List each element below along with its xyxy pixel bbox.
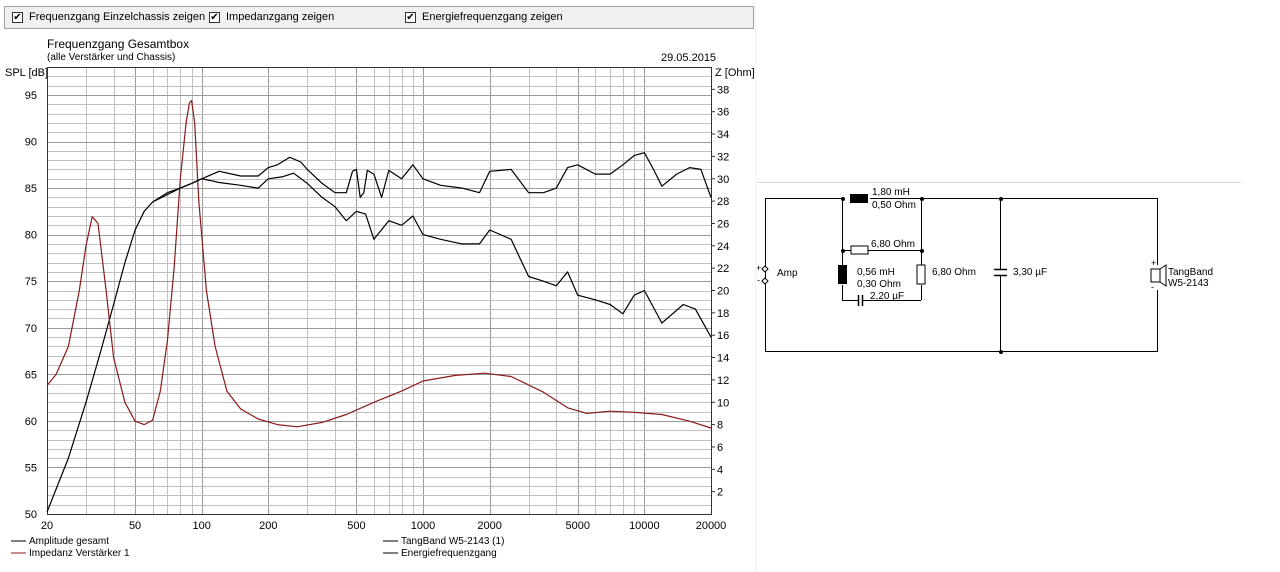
chart-date: 29.05.2015 xyxy=(661,52,716,64)
y-tick-label: 65 xyxy=(25,369,37,381)
y2-tick-label: 4 xyxy=(717,464,723,476)
chart-title: Frequenzgang Gesamtbox xyxy=(47,37,189,51)
resistor2-symbol xyxy=(916,264,926,285)
y2-tick-label: 10 xyxy=(717,397,729,409)
amp-terminals xyxy=(761,265,769,285)
x-tick-label: 10000 xyxy=(629,520,660,532)
y2-tick-label: 16 xyxy=(717,330,729,342)
checkbox-box[interactable]: ✔ xyxy=(405,11,416,23)
options-toolbar: ✔ Frequenzgang Einzelchassis zeigen ✔ Im… xyxy=(4,6,754,29)
x-tick-label: 100 xyxy=(193,520,211,532)
y2-tick-label: 32 xyxy=(717,151,729,163)
capacitor1-value: 2,20 µF xyxy=(870,291,904,302)
y-tick-label: 90 xyxy=(25,137,37,149)
y-tick-label: 60 xyxy=(25,416,37,428)
capacitor2-value: 3,30 µF xyxy=(1013,267,1047,278)
resistor1-symbol xyxy=(850,245,869,255)
crossover-schematic: + - Amp + - TangBand W5-2143 1,80 mH 0,5… xyxy=(757,182,1241,354)
speaker-brand: TangBand xyxy=(1168,267,1213,278)
x-tick-label: 500 xyxy=(347,520,365,532)
series-lines xyxy=(46,99,712,513)
y2-tick-label: 18 xyxy=(717,308,729,320)
amp-label: Amp xyxy=(777,268,798,279)
checkbox-box[interactable]: ✔ xyxy=(12,11,23,23)
legend-label-impedance: Impedanz Verstärker 1 xyxy=(29,548,130,559)
speaker-model: W5-2143 xyxy=(1168,278,1209,289)
panel-divider xyxy=(755,0,756,572)
inductor1-resistance: 0,50 Ohm xyxy=(872,200,916,211)
checkbox-label: Impedanzgang zeigen xyxy=(226,11,335,23)
y2-tick-label: 38 xyxy=(717,84,729,96)
resistor2-value: 6,80 Ohm xyxy=(932,267,976,278)
series-line-1 xyxy=(46,99,712,429)
y2-tick-label: 14 xyxy=(717,353,729,365)
inductor1-value: 1,80 mH xyxy=(872,187,910,198)
x-tick-label: 2000 xyxy=(477,520,501,532)
legend-label-amplitude: Amplitude gesamt xyxy=(29,536,109,547)
y2-tick-label: 12 xyxy=(717,375,729,387)
y2-tick-label: 22 xyxy=(717,263,729,275)
speaker-plus: + xyxy=(1151,258,1156,268)
y-axis-label: SPL [dB] xyxy=(5,67,48,79)
y2-tick-label: 6 xyxy=(717,442,723,454)
y-tick-label: 80 xyxy=(25,230,37,242)
speaker-symbol xyxy=(1150,264,1167,287)
y2-tick-label: 8 xyxy=(717,420,723,432)
y-tick-label: 50 xyxy=(25,509,37,521)
checkbox-box[interactable]: ✔ xyxy=(209,11,220,23)
chart-legend: Amplitude gesamt Impedanz Verstärker 1 T… xyxy=(11,536,504,559)
plot-area xyxy=(47,67,711,514)
series-line-2 xyxy=(152,152,712,203)
schematic-wires xyxy=(765,198,1158,352)
x-tick-label: 1000 xyxy=(411,520,435,532)
amp-plus: + xyxy=(757,263,761,273)
x-tick-label: 5000 xyxy=(566,520,590,532)
y2-tick-label: 34 xyxy=(717,129,729,141)
x-tick-label: 20000 xyxy=(696,520,727,532)
inductor2-symbol xyxy=(838,265,847,284)
y2-tick-label: 30 xyxy=(717,174,729,186)
legend-label-energy: Energiefrequenzgang xyxy=(401,548,497,559)
y-tick-label: 85 xyxy=(25,183,37,195)
x-tick-label: 50 xyxy=(129,520,141,532)
chart-subtitle: (alle Verstärker und Chassis) xyxy=(47,52,175,63)
y-tick-label: 55 xyxy=(25,462,37,474)
amp-minus: - xyxy=(757,275,760,285)
checkbox-label: Frequenzgang Einzelchassis zeigen xyxy=(29,11,206,23)
inductor1-symbol xyxy=(850,194,868,203)
checkbox-label: Energiefrequenzgang zeigen xyxy=(422,11,563,23)
x-tick-label: 200 xyxy=(259,520,277,532)
axis-ticks: 20 50 100 200 500 1000 2000 5000 10000 20000 50 55 6… xyxy=(25,84,730,532)
frequency-response-chart: Frequenzgang Gesamtbox (alle Verstärker … xyxy=(5,37,755,559)
resistor1-value: 6,80 Ohm xyxy=(871,239,915,250)
capacitor2-symbol xyxy=(994,268,1007,277)
checkbox-show-impedance[interactable]: ✔ Impedanzgang zeigen xyxy=(209,11,334,23)
y2-axis-label: Z [Ohm] xyxy=(715,67,755,79)
checkbox-show-energy-response[interactable]: ✔ Energiefrequenzgang zeigen xyxy=(405,11,563,23)
schematic-nodes xyxy=(841,197,1003,354)
y-tick-label: 75 xyxy=(25,276,37,288)
y-tick-label: 70 xyxy=(25,323,37,335)
inductor2-resistance: 0,30 Ohm xyxy=(857,279,901,290)
x-tick-label: 20 xyxy=(41,520,53,532)
chart-grid xyxy=(47,67,712,515)
capacitor1-symbol xyxy=(857,295,864,306)
y2-tick-label: 28 xyxy=(717,196,729,208)
y-tick-label: 95 xyxy=(25,90,37,102)
legend-label-chassis: TangBand W5-2143 (1) xyxy=(401,536,504,547)
inductor2-value: 0,56 mH xyxy=(857,267,895,278)
y2-tick-label: 24 xyxy=(717,241,729,253)
checkbox-show-driver-response[interactable]: ✔ Frequenzgang Einzelchassis zeigen xyxy=(12,11,205,23)
y2-tick-label: 26 xyxy=(717,218,729,230)
y2-tick-label: 20 xyxy=(717,286,729,298)
speaker-minus: - xyxy=(1151,282,1154,292)
y2-tick-label: 36 xyxy=(717,107,729,119)
y2-tick-label: 2 xyxy=(717,487,723,499)
